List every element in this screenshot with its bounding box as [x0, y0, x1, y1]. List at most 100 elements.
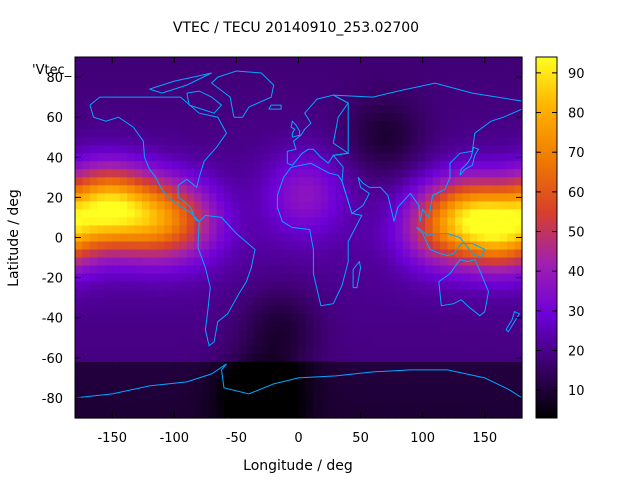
- heatmap-cell: [238, 57, 247, 66]
- heatmap-cell: [440, 105, 449, 114]
- heatmap-cell: [425, 241, 434, 251]
- heatmap-cell: [194, 169, 203, 178]
- heatmap-cell: [119, 97, 128, 106]
- heatmap-cell: [469, 337, 478, 347]
- heatmap-cell: [365, 161, 374, 170]
- heatmap-cell: [462, 73, 471, 82]
- heatmap-cell: [201, 313, 210, 323]
- heatmap-cell: [477, 281, 486, 291]
- heatmap-cell: [484, 185, 493, 194]
- heatmap-cell: [492, 161, 501, 170]
- heatmap-cell: [313, 129, 322, 138]
- heatmap-cell: [380, 177, 389, 186]
- heatmap-cell: [365, 249, 374, 259]
- heatmap-cell: [387, 145, 396, 154]
- heatmap-cell: [313, 345, 322, 355]
- heatmap-cell: [134, 225, 143, 235]
- heatmap-cell: [507, 209, 516, 219]
- heatmap-cell: [305, 361, 314, 371]
- heatmap-cell: [507, 225, 516, 235]
- heatmap-cell: [320, 401, 329, 411]
- heatmap-cell: [97, 281, 106, 291]
- heatmap-cell: [112, 297, 121, 307]
- heatmap-cell: [462, 385, 471, 395]
- heatmap-cell: [104, 137, 113, 146]
- heatmap-cell: [142, 89, 151, 98]
- heatmap-cell: [328, 121, 337, 130]
- heatmap-cell: [305, 265, 314, 275]
- heatmap-cell: [179, 265, 188, 275]
- heatmap-cell: [224, 217, 233, 227]
- heatmap-cell: [89, 273, 98, 283]
- heatmap-cell: [97, 233, 106, 243]
- heatmap-cell: [313, 289, 322, 299]
- heatmap-cell: [134, 393, 143, 403]
- heatmap-cell: [209, 113, 218, 122]
- heatmap-cell: [410, 105, 419, 114]
- heatmap-cell: [231, 273, 240, 283]
- heatmap-cell: [268, 217, 277, 227]
- heatmap-cell: [454, 377, 463, 387]
- heatmap-cell: [380, 401, 389, 411]
- heatmap-cell: [313, 193, 322, 202]
- heatmap-cell: [484, 353, 493, 363]
- heatmap-cell: [186, 393, 195, 403]
- heatmap-cell: [350, 217, 359, 227]
- heatmap-cell: [142, 185, 151, 194]
- heatmap-cell: [164, 169, 173, 178]
- heatmap-cell: [350, 385, 359, 395]
- heatmap-cell: [216, 345, 225, 355]
- heatmap-cell: [209, 225, 218, 235]
- heatmap-cell: [499, 321, 508, 331]
- heatmap-cell: [127, 337, 136, 347]
- heatmap-cell: [149, 193, 158, 202]
- heatmap-cell: [313, 145, 322, 154]
- heatmap-cell: [335, 305, 344, 315]
- heatmap-cell: [477, 113, 486, 122]
- heatmap-cell: [320, 105, 329, 114]
- heatmap-cell: [201, 81, 210, 90]
- heatmap-cell: [171, 113, 180, 122]
- heatmap-cell: [246, 409, 255, 419]
- heatmap-cell: [164, 81, 173, 90]
- heatmap-cell: [261, 257, 270, 267]
- heatmap-cell: [246, 337, 255, 347]
- heatmap-cell: [365, 281, 374, 291]
- heatmap-cell: [75, 137, 84, 146]
- heatmap-cell: [82, 297, 91, 307]
- heatmap-cell: [283, 377, 292, 387]
- heatmap-cell: [440, 337, 449, 347]
- heatmap-cell: [164, 97, 173, 106]
- heatmap-cell: [209, 273, 218, 283]
- heatmap-cell: [417, 361, 426, 371]
- heatmap-cell: [276, 137, 285, 146]
- heatmap-cell: [164, 65, 173, 74]
- heatmap-cell: [276, 177, 285, 186]
- heatmap-cell: [194, 297, 203, 307]
- x-tick-label: -150: [97, 431, 127, 446]
- heatmap-cell: [82, 217, 91, 227]
- heatmap-cell: [194, 409, 203, 419]
- heatmap-cell: [134, 305, 143, 315]
- heatmap-cell: [484, 329, 493, 339]
- heatmap-cell: [186, 385, 195, 395]
- heatmap-cell: [224, 321, 233, 331]
- heatmap-cell: [149, 177, 158, 186]
- heatmap-cell: [514, 281, 523, 291]
- heatmap-cell: [440, 225, 449, 235]
- heatmap-cell: [477, 257, 486, 267]
- heatmap-cell: [343, 385, 352, 395]
- heatmap-cell: [246, 313, 255, 323]
- heatmap-cell: [171, 345, 180, 355]
- heatmap-cell: [417, 113, 426, 122]
- heatmap-cell: [432, 337, 441, 347]
- heatmap-cell: [402, 305, 411, 315]
- heatmap-cell: [402, 409, 411, 419]
- heatmap-cell: [313, 273, 322, 283]
- heatmap-cell: [97, 169, 106, 178]
- heatmap-cell: [149, 313, 158, 323]
- heatmap-cell: [194, 161, 203, 170]
- heatmap-cell: [268, 89, 277, 98]
- heatmap-cell: [238, 209, 247, 219]
- heatmap-cell: [276, 233, 285, 243]
